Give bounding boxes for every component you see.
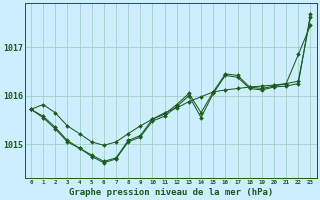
X-axis label: Graphe pression niveau de la mer (hPa): Graphe pression niveau de la mer (hPa) [68, 188, 273, 197]
